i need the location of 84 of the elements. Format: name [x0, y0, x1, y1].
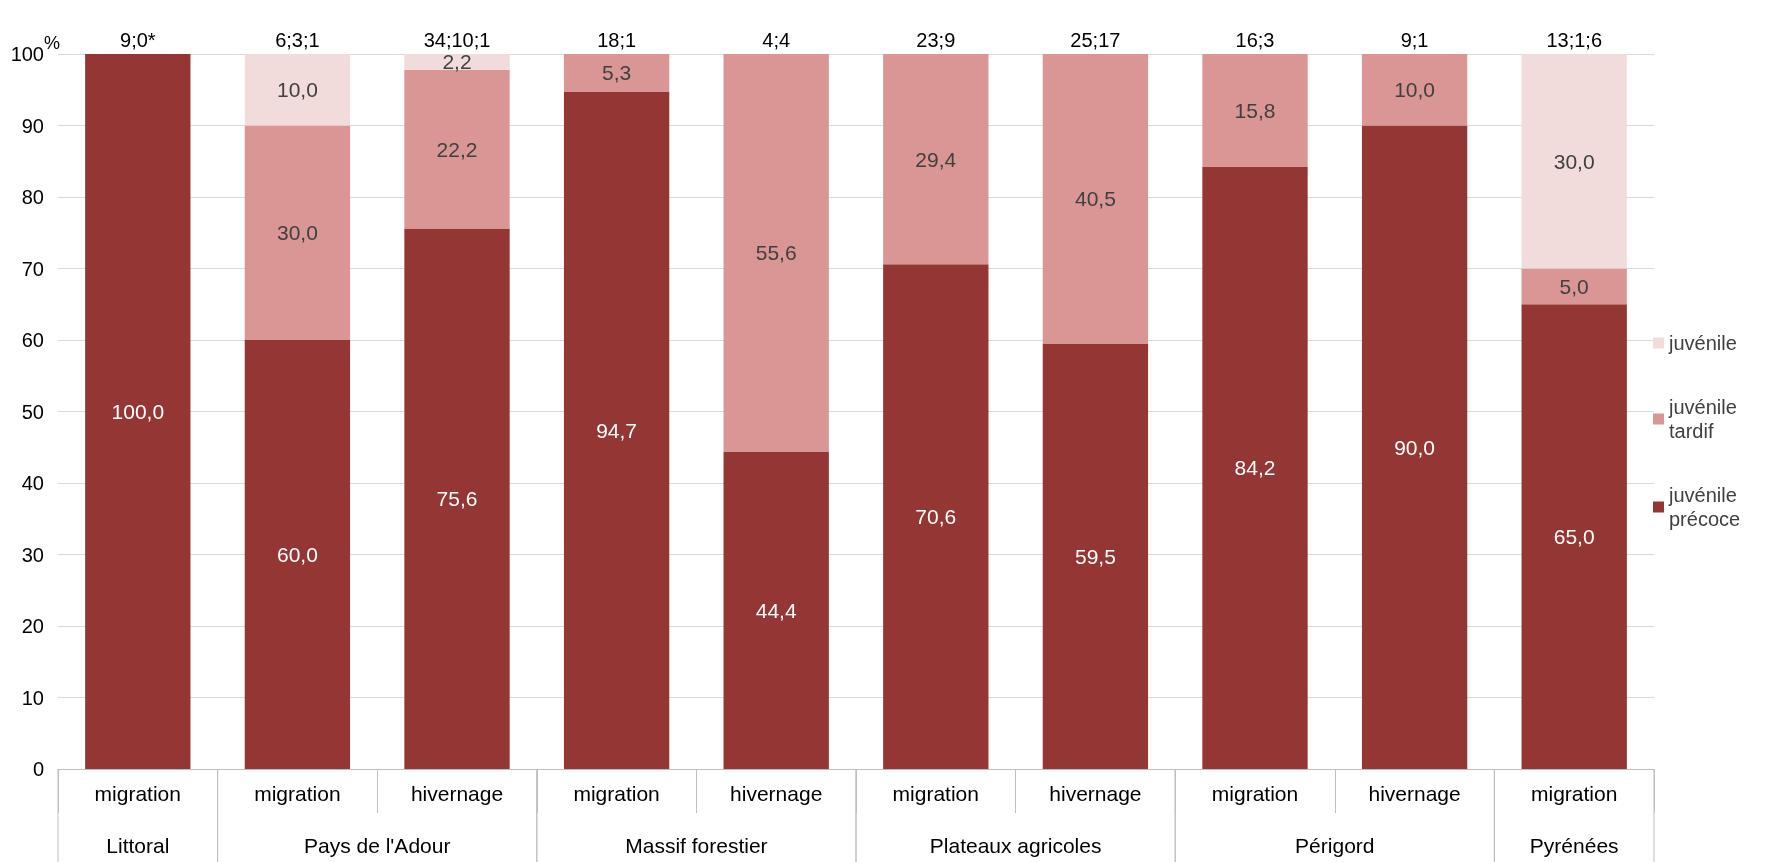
- data-label: 15,8: [1234, 98, 1276, 122]
- data-label: 94,7: [596, 418, 638, 442]
- y-axis-title: %: [44, 33, 61, 53]
- data-label: 30,0: [1553, 149, 1595, 173]
- text: Pays de l'Adour: [303, 833, 451, 857]
- bar: [883, 54, 989, 265]
- total-label: 16;3: [1235, 29, 1275, 51]
- bar: [1202, 166, 1308, 769]
- x-tick-label: migration: [573, 782, 660, 805]
- text: Périgord: [1295, 833, 1375, 857]
- bar: [85, 54, 191, 769]
- data-label: 55,6: [755, 241, 797, 265]
- bar: [1521, 304, 1627, 769]
- data-label: 60,0: [276, 543, 318, 566]
- text: Plateaux agricoles: [929, 833, 1102, 857]
- x-tick-label: migration: [1211, 782, 1299, 805]
- bar: [563, 54, 670, 92]
- text: Massif forestier: [625, 833, 768, 857]
- total-label: 23;9: [916, 29, 956, 51]
- text: Littoral: [106, 833, 170, 857]
- legend-label: juvénile tardif: [1668, 396, 1743, 442]
- total-label: 4;4: [762, 29, 791, 51]
- total-label: 18;1: [597, 29, 637, 51]
- data-label: 75,6: [436, 487, 478, 511]
- data-label: 90,0: [1394, 435, 1436, 459]
- bar: [404, 228, 510, 769]
- data-label: 40,5: [1074, 187, 1116, 211]
- bar: [244, 54, 351, 126]
- y-tick-label: 50: [21, 400, 44, 423]
- data-label: 70,6: [915, 505, 957, 529]
- bar: [563, 91, 670, 769]
- data-label: 44,4: [755, 598, 797, 622]
- y-tick-label: 40: [21, 472, 44, 494]
- data-label: 5,0: [1559, 274, 1589, 298]
- x-tick-label: migration: [892, 782, 979, 805]
- bar: [723, 451, 829, 769]
- x-tick-label: migration: [1531, 782, 1618, 805]
- bar: [404, 54, 510, 70]
- bar: [244, 125, 351, 340]
- x-tick-label: hivernage: [730, 782, 823, 805]
- total-label: 6;3;1: [275, 29, 320, 51]
- y-tick-label: 60: [21, 329, 44, 351]
- data-label: 10,0: [276, 78, 318, 102]
- y-tick-label: 20: [21, 615, 44, 637]
- bar: [1202, 54, 1308, 167]
- y-tick-label: 100: [10, 43, 44, 65]
- data-label: 59,5: [1074, 544, 1116, 568]
- x-tick-label: migration: [254, 782, 341, 805]
- y-tick-label: 10: [21, 686, 44, 709]
- bar: [1361, 54, 1468, 126]
- data-label: 29,4: [915, 147, 957, 171]
- total-label: 25;17: [1070, 29, 1121, 51]
- data-label: 84,2: [1234, 456, 1276, 480]
- bar: [244, 340, 351, 769]
- data-label: 100,0: [111, 400, 165, 423]
- x-tick-label: migration: [94, 782, 181, 805]
- y-tick-label: 90: [21, 114, 44, 137]
- bar: [883, 264, 989, 769]
- bar: [1042, 54, 1149, 344]
- y-tick-label: 70: [21, 257, 44, 280]
- data-label: 22,2: [436, 137, 478, 161]
- bar: [1521, 54, 1627, 269]
- y-tick-label: 0: [32, 758, 44, 780]
- y-tick-label: 80: [21, 186, 44, 208]
- total-label: 13;1;6: [1546, 29, 1602, 51]
- data-label: 30,0: [276, 221, 318, 245]
- total-label: 9;1: [1400, 29, 1429, 51]
- data-label: 10,0: [1394, 78, 1436, 102]
- data-label: 5,3: [602, 61, 632, 85]
- bar: [1521, 268, 1627, 305]
- total-label: 9;0*: [120, 29, 156, 51]
- x-tick-label: hivernage: [1049, 782, 1142, 805]
- bar: [1042, 343, 1149, 769]
- text: Pyrénées: [1529, 833, 1619, 857]
- bar: [723, 54, 829, 452]
- x-tick-label: hivernage: [410, 782, 504, 805]
- total-label: 34;10;1: [423, 29, 491, 51]
- bar: [1361, 125, 1468, 769]
- y-tick-label: 30: [21, 543, 44, 566]
- data-label: 2,2: [442, 50, 472, 74]
- legend-label: juvénile précoce: [1668, 484, 1743, 530]
- legend-label: juvénile: [1668, 332, 1737, 354]
- x-tick-label: hivernage: [1368, 782, 1461, 805]
- data-label: 65,0: [1553, 525, 1595, 549]
